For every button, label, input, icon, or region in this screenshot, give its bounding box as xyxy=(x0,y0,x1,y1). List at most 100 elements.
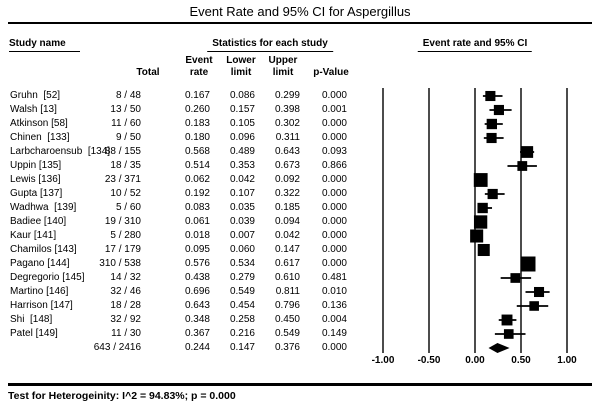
total-cell: 13 / 50 xyxy=(110,104,141,115)
table-row: Badiee [140] 19 / 310 0.061 0.039 0.094 0.000 xyxy=(8,215,356,229)
study-name-cell: Larbcharoensub [134] xyxy=(10,146,111,157)
event-rate-cell: 0.348 xyxy=(184,314,210,325)
lower-limit-cell: 0.258 xyxy=(229,314,255,325)
upper-limit-cell: 0.617 xyxy=(274,258,300,269)
lower-limit-cell: 0.107 xyxy=(229,188,255,199)
table-rows: Gruhn [52] 8 / 48 0.167 0.086 0.299 0.000 Wals… xyxy=(8,89,356,355)
column-header-event-rate: Event rate xyxy=(185,55,213,78)
table-row: Degregorio [145] 14 / 32 0.438 0.279 0.610 0.… xyxy=(8,271,356,285)
upper-limit-cell: 0.398 xyxy=(274,104,300,115)
lower-limit-cell: 0.454 xyxy=(229,300,255,311)
upper-limit-cell: 0.811 xyxy=(275,286,300,297)
study-name-cell: Martino [146] xyxy=(10,286,69,297)
column-header-upper-limit: Upper limit xyxy=(268,55,298,78)
table-row: Wadhwa [139] 5 / 60 0.083 0.035 0.185 0.000 xyxy=(8,201,356,215)
study-name-cell: Degregorio [145] xyxy=(10,272,85,283)
p-value-cell: 0.149 xyxy=(321,328,347,339)
table-row: Kaur [141] 5 / 280 0.018 0.007 0.042 0.000 xyxy=(8,229,356,243)
study-marker xyxy=(501,314,513,326)
event-rate-cell: 0.167 xyxy=(184,90,210,101)
event-rate-cell: 0.696 xyxy=(184,286,210,297)
total-cell: 17 / 179 xyxy=(104,244,141,255)
upper-limit-cell: 0.147 xyxy=(274,244,300,255)
lower-limit-cell: 0.216 xyxy=(229,328,255,339)
table-row: Pagano [144] 310 / 538 0.576 0.534 0.617 0.00… xyxy=(8,257,356,271)
table-row: Patel [149] 11 / 30 0.367 0.216 0.549 0.149 xyxy=(8,327,356,341)
study-marker xyxy=(486,118,498,130)
lower-limit-cell: 0.039 xyxy=(229,216,255,227)
total-cell: 18 / 35 xyxy=(110,160,141,171)
table-row: Atkinson [58] 11 / 60 0.183 0.105 0.302 0.000 xyxy=(8,117,356,131)
upper-limit-cell: 0.092 xyxy=(274,174,300,185)
study-name-cell: Chamilos [143] xyxy=(10,244,77,255)
upper-limit-cell: 0.042 xyxy=(274,230,300,241)
total-cell: 8 / 48 xyxy=(115,90,141,101)
p-value-cell: 0.000 xyxy=(321,258,347,269)
x-axis-tick-label: -1.00 xyxy=(371,355,395,366)
total-cell: 14 / 32 xyxy=(110,272,141,283)
p-value-cell: 0.000 xyxy=(321,118,347,129)
study-marker xyxy=(503,329,514,339)
event-rate-cell: 0.568 xyxy=(184,146,210,157)
lower-limit-cell: 0.105 xyxy=(229,118,255,129)
lower-limit-cell: 0.035 xyxy=(229,202,255,213)
event-rate-cell: 0.061 xyxy=(184,216,210,227)
table-row: Chinen [133] 9 / 50 0.180 0.096 0.311 0.000 xyxy=(8,131,356,145)
study-marker xyxy=(521,146,534,158)
study-name-cell: Walsh [13] xyxy=(10,104,57,115)
upper-limit-cell: 0.185 xyxy=(274,202,300,213)
table-row: Gruhn [52] 8 / 48 0.167 0.086 0.299 0.000 xyxy=(8,89,356,103)
lower-limit-cell: 0.489 xyxy=(229,146,255,157)
x-axis-tick-label: -0.50 xyxy=(417,355,441,366)
column-header-statistics-group: Statistics for each study xyxy=(207,38,333,52)
lower-limit-cell: 0.042 xyxy=(229,174,255,185)
chart-title: Event Rate and 95% CI for Aspergillus xyxy=(189,4,411,19)
p-value-cell: 0.000 xyxy=(321,174,347,185)
total-cell: 32 / 46 xyxy=(110,286,141,297)
study-name-cell: Patel [149] xyxy=(10,328,58,339)
study-marker xyxy=(473,215,488,229)
upper-limit-cell: 0.311 xyxy=(275,132,300,143)
study-marker xyxy=(529,301,539,311)
table-row: Lewis [136] 23 / 371 0.062 0.042 0.092 0.000 xyxy=(8,173,356,187)
lower-limit-cell: 0.086 xyxy=(229,90,255,101)
study-name-cell: Atkinson [58] xyxy=(10,118,68,129)
forest-plot xyxy=(382,88,568,353)
p-value-cell: 0.001 xyxy=(321,104,347,115)
study-name-cell: Lewis [136] xyxy=(10,174,61,185)
study-name-cell: Pagano [144] xyxy=(10,258,70,269)
event-rate-cell: 0.244 xyxy=(184,342,210,353)
study-name-cell: Chinen [133] xyxy=(10,132,70,143)
table-row: Uppin [135] 18 / 35 0.514 0.353 0.673 0.866 xyxy=(8,159,356,173)
column-header-lower-limit: Lower limit xyxy=(226,55,256,78)
total-cell: 19 / 310 xyxy=(104,216,141,227)
study-marker xyxy=(485,90,496,102)
study-marker xyxy=(477,243,490,257)
total-cell: 9 / 50 xyxy=(115,132,141,143)
p-value-cell: 0.481 xyxy=(321,272,347,283)
table-row: Shi [148] 32 / 92 0.348 0.258 0.450 0.004 xyxy=(8,313,356,327)
total-cell: 5 / 60 xyxy=(115,202,141,213)
x-axis-tick-label: 1.00 xyxy=(557,355,577,366)
event-rate-cell: 0.367 xyxy=(184,328,210,339)
lower-limit-cell: 0.279 xyxy=(229,272,255,283)
study-marker xyxy=(520,256,536,272)
p-value-cell: 0.000 xyxy=(321,230,347,241)
study-name-cell: Wadhwa [139] xyxy=(10,202,77,213)
table-row: Larbcharoensub [134] 88 / 155 0.568 0.489 0.… xyxy=(8,145,356,159)
lower-limit-cell: 0.534 xyxy=(229,258,255,269)
study-marker xyxy=(510,273,521,283)
upper-limit-cell: 0.643 xyxy=(274,146,300,157)
column-header-study-name: Study name xyxy=(9,38,80,52)
lower-limit-cell: 0.157 xyxy=(229,104,255,115)
p-value-cell: 0.010 xyxy=(321,286,347,297)
upper-limit-cell: 0.302 xyxy=(274,118,300,129)
p-value-cell: 0.093 xyxy=(321,146,347,157)
study-marker xyxy=(470,229,484,243)
p-value-cell: 0.000 xyxy=(321,216,347,227)
column-header-p-value: p-Value xyxy=(313,67,349,78)
total-cell: 18 / 28 xyxy=(110,300,141,311)
event-rate-cell: 0.062 xyxy=(184,174,210,185)
upper-limit-cell: 0.673 xyxy=(274,160,300,171)
